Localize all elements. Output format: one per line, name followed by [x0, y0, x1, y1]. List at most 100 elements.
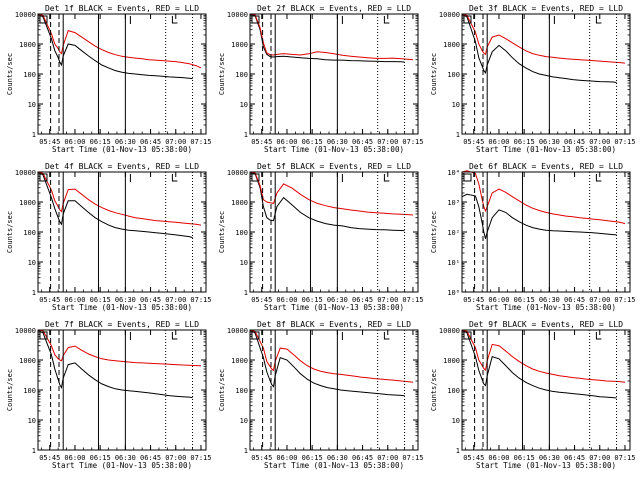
- y-tick-label: 10000: [15, 11, 36, 19]
- panel-title: Det 3f BLACK = Events, RED = LLD: [469, 4, 623, 13]
- y-tick-label: 1000: [231, 357, 248, 365]
- x-tick-label: 06:15: [514, 138, 535, 146]
- y-tick-label: 1: [32, 131, 36, 139]
- events-series-line: [37, 13, 193, 80]
- y-axis-label: Counts/sec: [430, 211, 438, 253]
- panel-title: Det 5f BLACK = Events, RED = LLD: [257, 162, 411, 171]
- x-tick-label: 06:30: [327, 454, 348, 462]
- y-tick-label: 1000: [19, 357, 36, 365]
- y-tick-label: 10: [28, 101, 36, 109]
- y-tick-label: 10000: [227, 327, 248, 335]
- x-axis-label: Start Time (01-Nov-13 05:38:00): [52, 303, 192, 312]
- x-tick-label: 06:00: [488, 454, 509, 462]
- x-tick-label: 06:30: [539, 296, 560, 304]
- corner-box-glyph: [463, 173, 472, 182]
- y-tick-label: 1000: [443, 41, 460, 49]
- x-tick-label: 06:00: [276, 454, 297, 462]
- lld-series-line: [461, 329, 626, 383]
- x-tick-label: 06:30: [539, 138, 560, 146]
- x-tick-label: 06:00: [64, 138, 85, 146]
- y-tick-label: 10: [28, 259, 36, 267]
- x-tick-label: 07:15: [190, 454, 211, 462]
- y-tick-label: 10: [28, 417, 36, 425]
- x-axis-label: Start Time (01-Nov-13 05:38:00): [476, 145, 616, 154]
- y-tick-label: 10¹: [447, 259, 460, 267]
- marker-glyph: [595, 174, 602, 182]
- y-tick-label: 100: [235, 387, 248, 395]
- x-tick-label: 07:15: [614, 296, 635, 304]
- x-tick-label: 06:15: [90, 296, 111, 304]
- detector-panel-6: Det 6f BLACK = Events, RED = LLD 10⁰ 10¹ 10…: [430, 162, 635, 312]
- x-axis-label: Start Time (01-Nov-13 05:38:00): [264, 461, 404, 470]
- x-tick-label: 06:30: [327, 296, 348, 304]
- events-series-line: [249, 13, 405, 63]
- y-tick-label: 1000: [443, 357, 460, 365]
- detector-panel-3: Det 3f BLACK = Events, RED = LLD 1 10 100 10…: [430, 4, 635, 154]
- detector-panel-8: Det 8f BLACK = Events, RED = LLD 1 10 100 10…: [218, 320, 423, 470]
- marker-glyph: [171, 16, 178, 24]
- x-axis-label: Start Time (01-Nov-13 05:38:00): [476, 303, 616, 312]
- x-axis-label: Start Time (01-Nov-13 05:38:00): [264, 303, 404, 312]
- x-axis-label: Start Time (01-Nov-13 05:38:00): [264, 145, 404, 154]
- y-tick-label: 10000: [439, 11, 460, 19]
- y-tick-label: 100: [23, 229, 36, 237]
- x-tick-label: 07:15: [190, 138, 211, 146]
- x-tick-label: 07:00: [165, 138, 186, 146]
- x-axis-label: Start Time (01-Nov-13 05:38:00): [476, 461, 616, 470]
- y-tick-label: 100: [235, 71, 248, 79]
- x-tick-label: 06:30: [115, 138, 136, 146]
- x-tick-label: 05:45: [251, 138, 272, 146]
- x-tick-label: 06:15: [302, 296, 323, 304]
- x-tick-label: 07:00: [377, 296, 398, 304]
- y-axis-label: Counts/sec: [6, 53, 14, 95]
- x-tick-label: 07:00: [377, 454, 398, 462]
- x-tick-label: 06:30: [327, 138, 348, 146]
- x-tick-label: 06:15: [302, 138, 323, 146]
- x-tick-label: 07:15: [614, 138, 635, 146]
- y-tick-label: 1000: [231, 199, 248, 207]
- x-tick-label: 05:45: [463, 296, 484, 304]
- events-series-line: [461, 329, 617, 399]
- marker-glyph: [171, 332, 178, 340]
- events-series-line: [37, 171, 193, 239]
- x-tick-label: 06:00: [64, 296, 85, 304]
- x-tick-label: 06:45: [140, 454, 161, 462]
- y-tick-label: 10²: [447, 229, 460, 237]
- y-tick-label: 1: [456, 131, 460, 139]
- lld-series-line: [249, 171, 414, 216]
- x-tick-label: 06:30: [539, 454, 560, 462]
- y-tick-label: 10000: [227, 11, 248, 19]
- y-tick-label: 10000: [227, 169, 248, 177]
- events-series-line: [249, 329, 405, 397]
- detector-panel-4: Det 4f BLACK = Events, RED = LLD 1 10 100 10…: [6, 162, 211, 312]
- y-tick-label: 1000: [19, 199, 36, 207]
- events-series-line: [249, 171, 405, 232]
- y-tick-label: 1: [244, 289, 248, 297]
- y-tick-label: 10⁰: [447, 289, 460, 297]
- x-tick-label: 06:45: [352, 296, 373, 304]
- x-tick-label: 06:00: [276, 296, 297, 304]
- x-tick-label: 06:15: [514, 296, 535, 304]
- marker-glyph: [595, 332, 602, 340]
- y-tick-label: 10: [452, 101, 460, 109]
- lld-series-line: [249, 329, 414, 383]
- y-axis-label: Counts/sec: [218, 53, 226, 95]
- y-tick-label: 1000: [19, 41, 36, 49]
- y-tick-label: 10000: [15, 327, 36, 335]
- x-axis-label: Start Time (01-Nov-13 05:38:00): [52, 461, 192, 470]
- x-tick-label: 06:15: [90, 454, 111, 462]
- x-tick-label: 06:00: [64, 454, 85, 462]
- y-tick-label: 10000: [439, 327, 460, 335]
- x-tick-label: 06:00: [488, 138, 509, 146]
- x-tick-label: 05:45: [251, 296, 272, 304]
- y-tick-label: 10: [240, 101, 248, 109]
- x-tick-label: 07:15: [402, 454, 423, 462]
- y-tick-label: 10³: [447, 199, 460, 207]
- panel-title: Det 7f BLACK = Events, RED = LLD: [45, 320, 199, 329]
- lld-series-line: [249, 13, 414, 61]
- x-tick-label: 07:15: [614, 454, 635, 462]
- events-series-line: [461, 193, 617, 239]
- x-tick-label: 06:45: [140, 138, 161, 146]
- y-tick-label: 100: [447, 71, 460, 79]
